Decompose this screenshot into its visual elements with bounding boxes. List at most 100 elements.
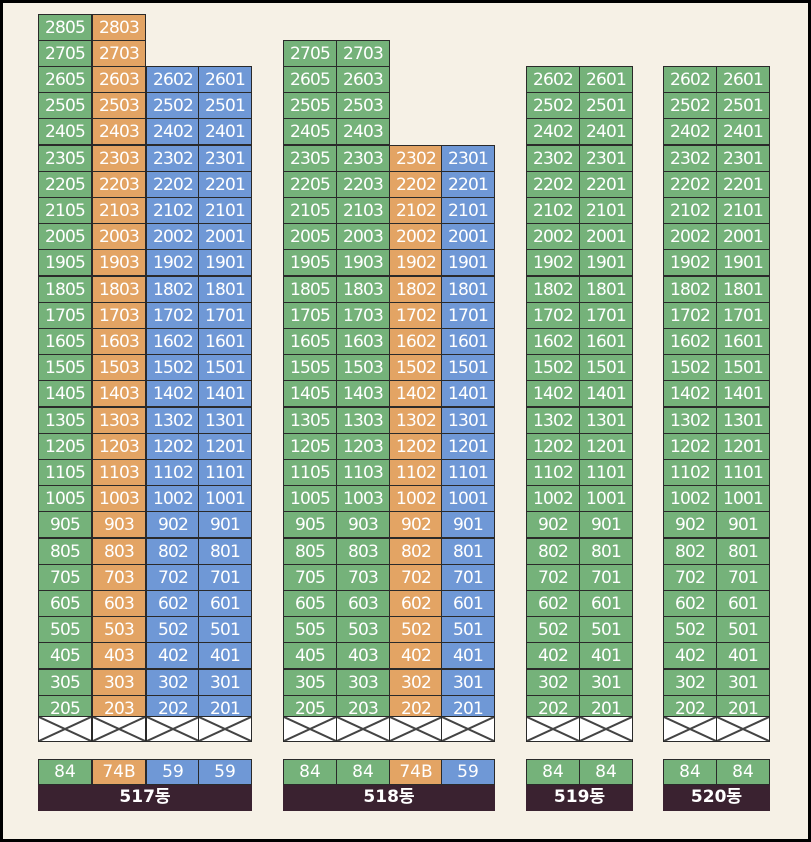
unit-cell: 1703 [92,301,146,329]
unit-cell: 2302 [663,144,717,172]
unit-cell: 903 [92,511,146,539]
unit-cell: 301 [198,668,252,696]
unit-cell: 1505 [283,354,337,382]
unit-cell: 801 [716,537,770,565]
unit-cell: 2005 [38,223,92,251]
unit-cell: 2205 [38,170,92,198]
unit-cell: 1605 [283,327,337,356]
unit-cell: 1102 [146,458,200,487]
unit-cell: 2405 [283,118,337,146]
unit-cell: 1402 [526,380,580,408]
unit-cell: 1602 [663,327,717,356]
building-unit-diagram: 2805 2705 2605 2505 2405 2305 2205 2105 2005 1905… [3,3,808,839]
unit-cell: 402 [526,642,580,670]
unit-type-cell: 74B [389,759,443,785]
unit-cell: 2002 [526,223,580,251]
unit-cell: 2001 [198,223,252,251]
unit-cell: 1803 [92,275,146,303]
unit-cell: 1902 [389,249,443,277]
unit-cell: 1702 [389,301,443,329]
unit-cell: 2301 [441,144,495,172]
unit-cell: 605 [283,589,337,618]
unit-cell: 2601 [716,65,770,94]
unit-cell: 1502 [146,354,200,382]
unit-cell: 705 [283,563,337,591]
unit-cell: 1402 [663,380,717,408]
unit-cell: 2101 [441,196,495,225]
unit-cell: 2402 [663,118,717,146]
unit-cell: 2305 [283,144,337,172]
unit-type-cell: 59 [441,759,495,785]
unit-type-cell: 84 [336,759,390,785]
unit-cell: 1601 [579,327,633,356]
unit-cell: 1003 [92,485,146,513]
unit-cell: 501 [716,616,770,644]
unit-cell: 802 [389,537,443,565]
unit-cell: 901 [441,511,495,539]
unit-cell: 2205 [283,170,337,198]
unit-cell: 1101 [441,458,495,487]
unit-cell: 1301 [441,406,495,434]
unit-cell: 1702 [146,301,200,329]
unit-cell: 402 [389,642,443,670]
unit-cell: 802 [526,537,580,565]
unit-cell: 1002 [663,485,717,513]
unit-cell: 1403 [92,380,146,408]
unit-cell: 2202 [146,170,200,198]
unit-cell: 2101 [716,196,770,225]
unit-cell: 802 [146,537,200,565]
unit-cell: 2001 [441,223,495,251]
unit-cell: 1105 [38,458,92,487]
unit-cell: 502 [526,616,580,644]
unit-cell: 1205 [38,432,92,460]
unit-cell: 2001 [716,223,770,251]
unit-cell: 603 [336,589,390,618]
unit-cell: 1102 [389,458,443,487]
unit-cell: 2101 [579,196,633,225]
unit-cell: 2402 [526,118,580,146]
unit-cell: 1701 [198,301,252,329]
unit-cell: 2703 [92,39,146,67]
unit-cell: 2502 [526,92,580,120]
unit-cell: 1702 [663,301,717,329]
unit-cell: 2101 [198,196,252,225]
unit-cell: 1905 [283,249,337,277]
unit-cell: 2102 [146,196,200,225]
unit-cell: 502 [389,616,443,644]
unit-type-cell: 59 [146,759,200,785]
unit-cell: 1601 [716,327,770,356]
unit-cell: 1105 [283,458,337,487]
pilotis-cell [146,716,200,742]
unit-cell: 905 [283,511,337,539]
unit-type-cell: 84 [283,759,337,785]
pilotis-cell [389,716,443,742]
unit-cell: 1901 [441,249,495,277]
unit-cell: 1101 [579,458,633,487]
unit-cell: 2602 [146,65,200,94]
unit-cell: 2003 [92,223,146,251]
unit-cell: 702 [389,563,443,591]
unit-cell: 2501 [579,92,633,120]
unit-cell: 1802 [389,275,443,303]
unit-cell: 403 [336,642,390,670]
building-label: 517동 [38,785,252,811]
unit-cell: 1505 [38,354,92,382]
unit-cell: 2202 [389,170,443,198]
unit-cell: 501 [441,616,495,644]
pilotis-cell [526,716,580,742]
unit-type-cell: 74B [92,759,146,785]
unit-cell: 2102 [389,196,443,225]
unit-cell: 1701 [579,301,633,329]
unit-cell: 302 [146,668,200,696]
unit-cell: 2103 [92,196,146,225]
unit-cell: 2703 [336,39,390,67]
unit-cell: 2601 [198,65,252,94]
unit-cell: 803 [92,537,146,565]
building-label: 520동 [663,785,770,811]
unit-cell: 902 [663,511,717,539]
unit-cell: 1701 [441,301,495,329]
unit-cell: 502 [146,616,200,644]
unit-cell: 1201 [716,432,770,460]
unit-cell: 1802 [146,275,200,303]
unit-cell: 2405 [38,118,92,146]
